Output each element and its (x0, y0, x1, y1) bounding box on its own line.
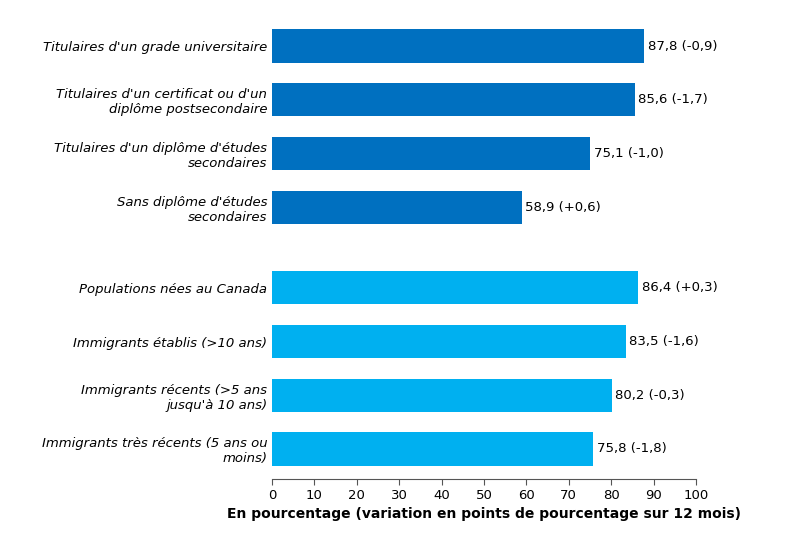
Bar (272, 29, 644, 63)
Bar (272, 378, 612, 412)
Bar (272, 190, 522, 224)
Bar (272, 325, 626, 358)
Text: 75,1 (-1,0): 75,1 (-1,0) (594, 147, 664, 160)
Text: 86,4 (+0,3): 86,4 (+0,3) (642, 281, 718, 294)
Bar (272, 432, 594, 466)
Text: 75,8 (-1,8): 75,8 (-1,8) (597, 442, 666, 455)
Bar (272, 137, 590, 170)
Bar (272, 271, 638, 305)
Text: 83,5 (-1,6): 83,5 (-1,6) (630, 335, 699, 348)
Bar (272, 83, 635, 117)
Text: 87,8 (-0,9): 87,8 (-0,9) (648, 40, 717, 53)
Text: 85,6 (-1,7): 85,6 (-1,7) (638, 94, 708, 106)
X-axis label: En pourcentage (variation en points de pourcentage sur 12 mois): En pourcentage (variation en points de p… (227, 508, 741, 521)
Text: 80,2 (-0,3): 80,2 (-0,3) (615, 389, 685, 402)
Text: 58,9 (+0,6): 58,9 (+0,6) (525, 201, 601, 214)
